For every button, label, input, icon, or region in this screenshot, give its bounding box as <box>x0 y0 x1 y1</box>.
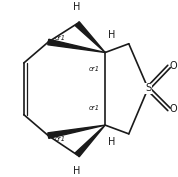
Text: H: H <box>74 166 81 176</box>
Text: or1: or1 <box>55 35 66 41</box>
Polygon shape <box>75 125 105 157</box>
Text: S: S <box>145 83 151 93</box>
Text: or1: or1 <box>55 136 66 142</box>
Polygon shape <box>48 39 105 53</box>
Text: H: H <box>108 137 116 147</box>
Text: H: H <box>108 30 116 40</box>
Text: O: O <box>170 104 177 114</box>
Text: or1: or1 <box>88 66 99 72</box>
Text: or1: or1 <box>88 105 99 111</box>
Polygon shape <box>75 22 105 53</box>
Polygon shape <box>48 125 105 138</box>
Text: H: H <box>74 2 81 12</box>
Text: O: O <box>170 61 177 72</box>
